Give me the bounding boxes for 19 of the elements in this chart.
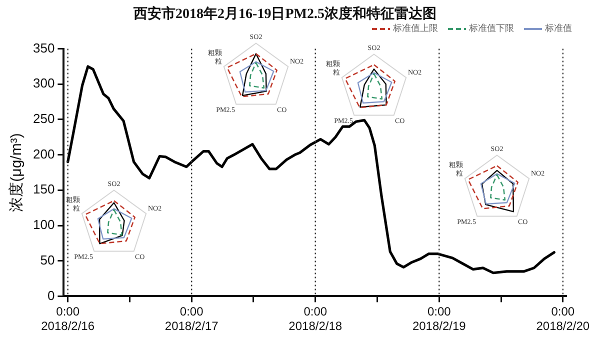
x-tick-label: 0:00 2018/2/16 [41,304,95,334]
y-tick-label: 300 [32,76,55,91]
x-tick-label: 0:00 2018/2/20 [536,304,590,334]
legend-label: 标准值 [545,22,572,35]
y-tick-label: 50 [40,252,55,268]
legend-label: 标准值上限 [393,22,438,35]
y-tick-label: 100 [32,217,55,232]
y-tick-label: 0 [47,288,55,303]
legend-label: 标准值下限 [469,22,514,35]
y-tick-label: 150 [32,182,55,197]
y-tick-label: 350 [32,40,55,56]
x-tick-label: 0:00 2018/2/19 [412,304,466,334]
y-axis-title: 浓度(μg/m³) [8,133,26,212]
y-tick-label: 250 [32,111,55,126]
y-tick-label: 200 [32,146,55,162]
legend: 标准值上限 标准值下限 标准值 [372,22,572,35]
chart-title: 西安市2018年2月16-19日PM2.5浓度和特征雷达图 [132,5,436,22]
x-tick-label: 0:00 2018/2/17 [164,304,219,334]
x-tick-label: 0:00 2018/2/18 [288,304,342,334]
